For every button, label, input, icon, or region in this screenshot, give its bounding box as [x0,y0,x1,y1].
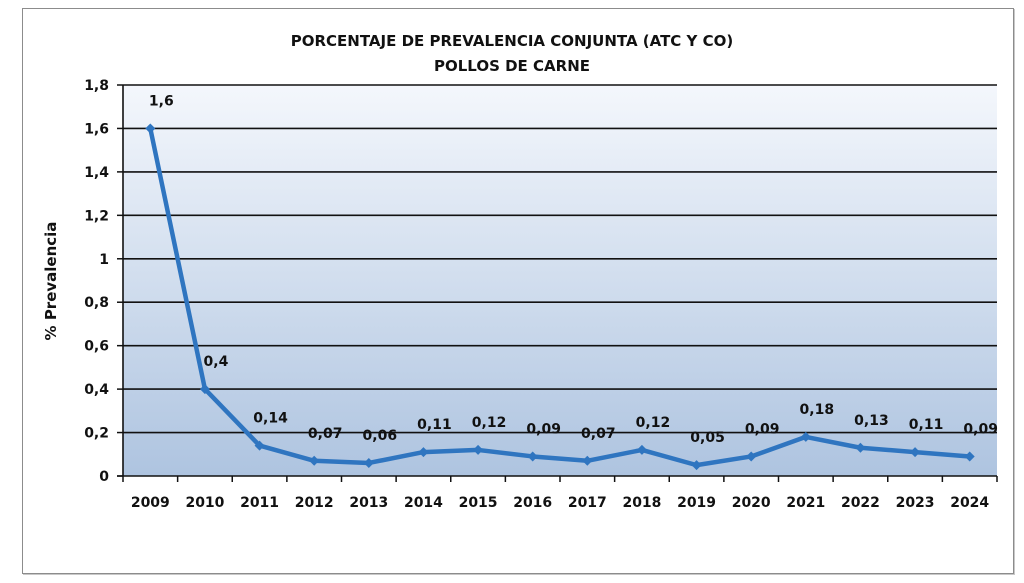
y-tick-label: 1,4 [84,165,109,181]
data-point [800,431,811,442]
data-point [473,444,484,455]
data-point [636,444,647,455]
data-label: 0,07 [308,426,343,442]
data-point [254,440,265,451]
y-tick-label: 1 [99,252,109,268]
data-label: 0,12 [636,415,671,431]
chart-subtitle: POLLOS DE CARNE [434,57,590,75]
x-tick-label: 2023 [896,495,935,511]
y-tick-label: 0,2 [84,426,109,442]
data-point [691,460,702,471]
x-tick-label: 2018 [622,495,661,511]
x-tick-label: 2024 [950,495,989,511]
data-point [418,447,429,458]
data-label: 0,05 [690,430,725,446]
y-tick-label: 1,2 [84,208,109,224]
data-label: 0,06 [363,428,398,444]
x-tick-label: 2015 [459,495,498,511]
data-label: 0,09 [745,421,780,437]
y-axis-label: % Prevalencia [42,222,60,341]
plot-area [123,85,997,476]
series-line [148,127,970,468]
data-point [145,123,156,134]
data-point [582,455,593,466]
x-tick-label: 2017 [568,495,607,511]
y-tick-label: 0 [99,469,109,485]
x-tick-label: 2021 [786,495,825,511]
x-tick-label: 2022 [841,495,880,511]
data-label: 0,09 [963,421,998,437]
data-point [964,451,975,462]
x-tick-label: 2016 [513,495,552,511]
y-tick-label: 0,8 [84,295,109,311]
y-tick-label: 1,6 [84,121,109,137]
x-tick-label: 2014 [404,495,443,511]
data-label: 0,12 [472,415,507,431]
data-label: 1,6 [149,93,174,109]
data-point [309,455,320,466]
x-tick-label: 2012 [295,495,334,511]
x-tick-label: 2019 [677,495,716,511]
data-point [746,451,757,462]
data-label: 0,07 [581,426,616,442]
data-point [363,457,374,468]
data-label: 0,11 [417,417,452,433]
data-label: 0,14 [253,411,288,427]
data-label: 0,11 [909,417,944,433]
data-point [199,384,210,395]
data-point [855,442,866,453]
y-tick-label: 0,6 [84,339,109,355]
x-tick-label: 2009 [131,495,170,511]
y-tick-label: 1,8 [84,78,109,94]
data-point [910,447,921,458]
data-label: 0,09 [526,421,561,437]
chart-title: PORCENTAJE DE PREVALENCIA CONJUNTA (ATC … [291,32,734,50]
y-tick-label: 0,4 [84,382,109,398]
data-label: 0,13 [854,413,889,429]
data-label: 0,4 [204,354,229,370]
x-tick-label: 2011 [240,495,279,511]
x-tick-label: 2013 [349,495,388,511]
x-tick-label: 2010 [185,495,224,511]
data-label: 0,18 [800,402,835,418]
x-tick-label: 2020 [732,495,771,511]
data-point [527,451,538,462]
